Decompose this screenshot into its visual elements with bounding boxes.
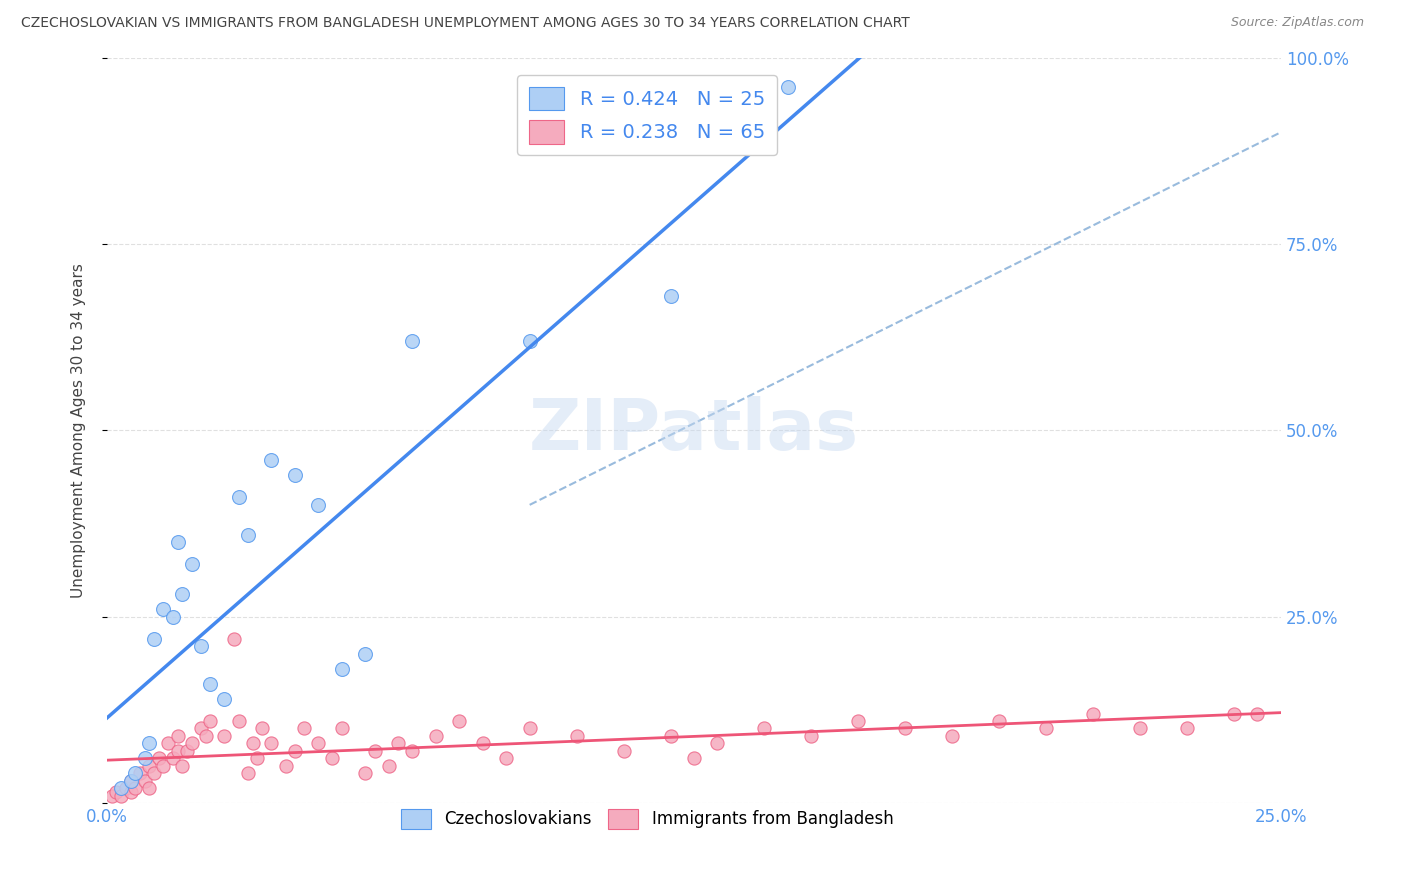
Point: [166, 744, 188, 758]
Point: [110, 789, 132, 803]
Point: [1246, 706, 1268, 721]
Point: [330, 662, 353, 676]
Point: [246, 751, 269, 765]
Point: [138, 780, 160, 795]
Point: [124, 780, 146, 795]
Point: [988, 714, 1011, 728]
Point: [378, 758, 401, 772]
Point: [200, 676, 222, 690]
Point: [659, 729, 682, 743]
Text: ZIPatlas: ZIPatlas: [529, 396, 859, 465]
Point: [250, 722, 273, 736]
Point: [190, 640, 212, 654]
Point: [214, 691, 236, 706]
Point: [143, 632, 166, 646]
Point: [124, 766, 146, 780]
Point: [565, 729, 588, 743]
Point: [307, 498, 329, 512]
Point: [1129, 722, 1152, 736]
Point: [242, 736, 264, 750]
Point: [200, 714, 222, 728]
Point: [1223, 706, 1246, 721]
Point: [284, 468, 307, 483]
Point: [425, 729, 447, 743]
Point: [214, 729, 236, 743]
Point: [176, 744, 198, 758]
Point: [143, 766, 166, 780]
Legend: Czechoslovakians, Immigrants from Bangladesh: Czechoslovakians, Immigrants from Bangla…: [394, 802, 900, 836]
Point: [292, 722, 315, 736]
Text: CZECHOSLOVAKIAN VS IMMIGRANTS FROM BANGLADESH UNEMPLOYMENT AMONG AGES 30 TO 34 Y: CZECHOSLOVAKIAN VS IMMIGRANTS FROM BANGL…: [21, 16, 910, 30]
Point: [401, 744, 423, 758]
Point: [321, 751, 343, 765]
Point: [284, 744, 307, 758]
Point: [519, 722, 541, 736]
Point: [659, 289, 682, 303]
Point: [354, 647, 377, 661]
Point: [260, 736, 283, 750]
Point: [134, 773, 156, 788]
Point: [449, 714, 471, 728]
Point: [330, 722, 353, 736]
Point: [776, 80, 799, 95]
Point: [100, 789, 122, 803]
Y-axis label: Unemployment Among Ages 30 to 34 years: Unemployment Among Ages 30 to 34 years: [72, 263, 86, 598]
Point: [180, 558, 202, 572]
Point: [190, 722, 212, 736]
Point: [364, 744, 387, 758]
Point: [387, 736, 409, 750]
Point: [194, 729, 217, 743]
Point: [274, 758, 297, 772]
Point: [120, 773, 142, 788]
Point: [228, 491, 250, 505]
Point: [471, 736, 494, 750]
Point: [180, 736, 202, 750]
Point: [162, 751, 184, 765]
Point: [401, 334, 423, 348]
Point: [941, 729, 963, 743]
Point: [1035, 722, 1057, 736]
Point: [236, 527, 259, 541]
Point: [228, 714, 250, 728]
Point: [172, 587, 194, 601]
Point: [236, 766, 259, 780]
Point: [800, 729, 823, 743]
Point: [110, 780, 132, 795]
Point: [138, 736, 160, 750]
Point: [683, 751, 706, 765]
Point: [1175, 722, 1198, 736]
Point: [354, 766, 377, 780]
Point: [519, 334, 541, 348]
Point: [222, 632, 245, 646]
Point: [613, 744, 636, 758]
Point: [260, 453, 283, 467]
Point: [120, 773, 142, 788]
Text: Source: ZipAtlas.com: Source: ZipAtlas.com: [1230, 16, 1364, 29]
Point: [166, 535, 188, 549]
Point: [172, 758, 194, 772]
Point: [706, 736, 728, 750]
Point: [162, 609, 184, 624]
Point: [148, 751, 170, 765]
Point: [105, 785, 128, 799]
Point: [307, 736, 329, 750]
Point: [1081, 706, 1104, 721]
Point: [152, 602, 174, 616]
Point: [138, 758, 160, 772]
Point: [846, 714, 869, 728]
Point: [152, 758, 174, 772]
Point: [894, 722, 917, 736]
Point: [157, 736, 180, 750]
Point: [129, 766, 152, 780]
Point: [134, 751, 156, 765]
Point: [115, 780, 138, 795]
Point: [120, 785, 142, 799]
Point: [754, 722, 776, 736]
Point: [495, 751, 517, 765]
Point: [166, 729, 188, 743]
